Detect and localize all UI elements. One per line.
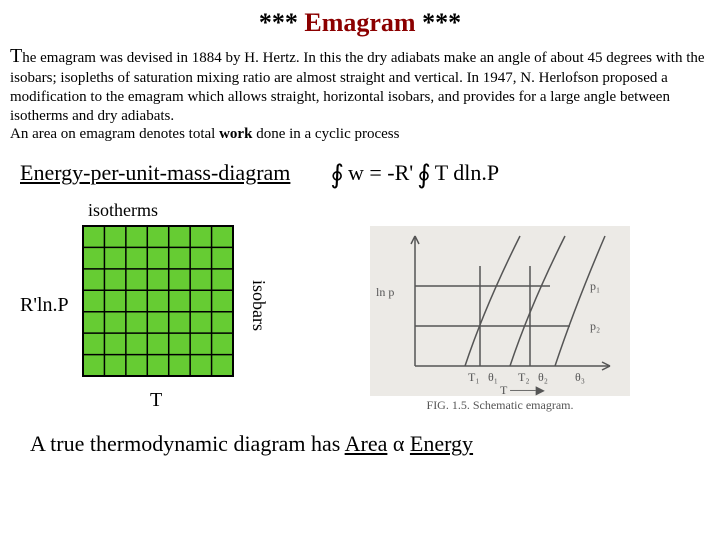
page-title: *** Emagram *** <box>0 8 720 38</box>
bottom-a: A true thermodynamic diagram has <box>30 431 345 456</box>
bottom-statement: A true thermodynamic diagram has Area α … <box>30 431 710 457</box>
bottom-area: Area <box>345 431 388 456</box>
title-word: Emagram <box>304 8 415 37</box>
t1-label: T₁ <box>468 370 480 384</box>
left-diagram: isotherms R'ln.P isobars T <box>20 200 340 412</box>
figure-caption: FIG. 1.5. Schematic emagram. <box>370 398 630 413</box>
bottom-prop: α <box>387 431 410 456</box>
isobars-label: isobars <box>248 280 269 331</box>
para-line1: he emagram was devised in 1884 by H. Her… <box>22 50 584 66</box>
dropcap: T <box>10 45 22 67</box>
formula-equation: ∮ w = -R' ∮ T dln.P <box>330 158 499 188</box>
bottom-energy: Energy <box>410 431 473 456</box>
formula-eq2: T dln.P <box>435 160 499 186</box>
title-stars-left: *** <box>259 8 298 37</box>
t2-label: T₂ <box>518 370 530 384</box>
formula-row: Energy-per-unit-mass-diagram ∮ w = -R' ∮… <box>20 158 710 188</box>
intro-paragraph: The emagram was devised in 1884 by H. He… <box>10 44 710 144</box>
th3-label: θ₃ <box>575 370 585 384</box>
formula-eq1: w = -R' <box>348 160 413 186</box>
title-stars-right: *** <box>422 8 461 37</box>
formula-label: Energy-per-unit-mass-diagram <box>20 160 290 186</box>
rlnp-label: R'ln.P <box>20 294 76 317</box>
p1-label: p₁ <box>590 279 600 293</box>
th1-label: θ₁ <box>488 370 498 384</box>
t-axis-label: T <box>150 389 340 412</box>
para-line3a: An area on emagram denotes total <box>10 126 219 142</box>
para-line3c: done in a cyclic process <box>252 126 399 142</box>
right-figure: ln p p₁ p₂ T₁ θ₁ T₂ θ₂ θ₃ T ───▶ FIG. 1.… <box>370 226 630 413</box>
t-arrow-label: T ───▶ <box>500 383 546 396</box>
emagram-schematic: ln p p₁ p₂ T₁ θ₁ T₂ θ₂ θ₃ T ───▶ <box>370 226 630 396</box>
oint-icon: ∮ <box>330 160 344 190</box>
p2-label: p₂ <box>590 319 600 333</box>
grid-chart <box>82 225 242 385</box>
para-work: work <box>219 126 252 142</box>
lnp-label: ln p <box>376 285 394 299</box>
oint-icon-2: ∮ <box>417 160 431 190</box>
th2-label: θ₂ <box>538 370 548 384</box>
diagram-row: isotherms R'ln.P isobars T <box>0 200 720 413</box>
isotherms-label: isotherms <box>88 200 340 221</box>
